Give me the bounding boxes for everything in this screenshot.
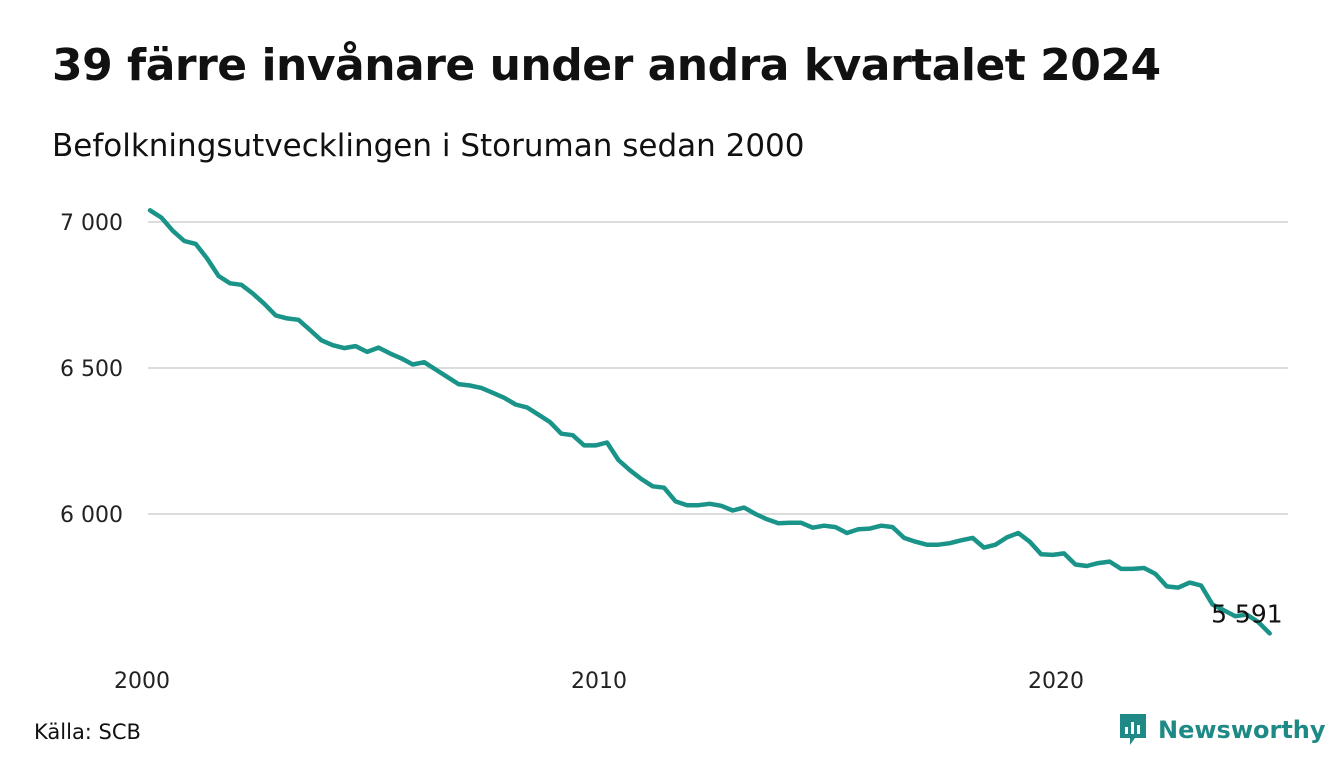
chart-subtitle: Befolkningsutvecklingen i Storuman sedan… [52, 128, 805, 164]
y-tick-label: 6 000 [60, 503, 123, 528]
chart-title: 39 färre invånare under andra kvartalet … [52, 40, 1161, 91]
brand-name: Newsworthy [1158, 716, 1326, 744]
x-tick-label: 2000 [114, 669, 170, 694]
y-tick-label: 6 500 [60, 357, 123, 382]
x-tick-label: 2020 [1028, 669, 1084, 694]
newsworthy-logo-icon [1120, 714, 1146, 745]
x-tick-label: 2010 [571, 669, 627, 694]
y-tick-label: 7 000 [60, 211, 123, 236]
source-label: Källa: SCB [34, 720, 141, 744]
series-line [147, 208, 1272, 636]
brand-logo[interactable]: Newsworthy [1118, 712, 1326, 748]
end-value-label: 5 591 [1211, 599, 1283, 628]
